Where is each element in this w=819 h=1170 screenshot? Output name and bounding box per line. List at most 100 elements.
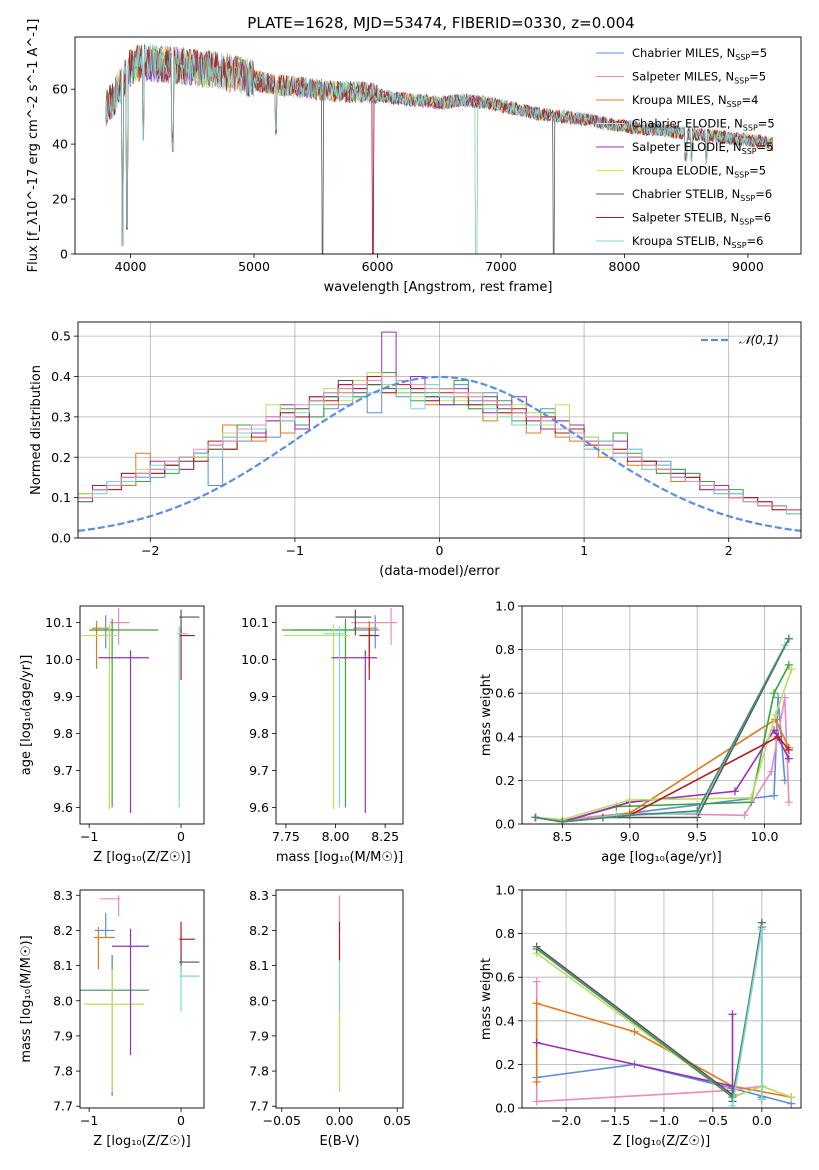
weight-line xyxy=(536,926,763,1099)
weight-point xyxy=(784,754,793,763)
legend-sub: SSP xyxy=(734,77,749,86)
histogram-step xyxy=(78,376,801,515)
histogram-step xyxy=(78,380,801,515)
y-tick-label: 0.3 xyxy=(51,409,71,424)
weight-point xyxy=(728,1093,737,1102)
legend-label: Chabrier STELIB, N xyxy=(632,187,740,201)
legend-sub: SSP xyxy=(734,171,749,180)
axes-frame xyxy=(275,605,404,825)
legend-sub: SSP xyxy=(740,194,755,203)
x-tick-label: 1 xyxy=(580,543,588,558)
x-tick-label: 8.25 xyxy=(371,829,399,844)
y-tick-label: 7.8 xyxy=(53,1064,73,1079)
legend-entry: Chabrier MILES, NSSP=5 xyxy=(632,46,767,62)
y-tick-label: 8.3 xyxy=(249,888,269,903)
weight-line xyxy=(536,952,792,1099)
weight-point xyxy=(771,711,780,719)
y-axis-label: mass weight xyxy=(479,674,494,756)
weight-point xyxy=(625,811,634,820)
x-tick-label: 10.0 xyxy=(751,829,779,844)
x-tick-label: 0 xyxy=(177,829,185,844)
y-tick-label: 8.1 xyxy=(249,958,269,973)
figure-title: PLATE=1628, MJD=53474, FIBERID=0330, z=0… xyxy=(247,14,634,32)
weight-point xyxy=(532,1038,541,1047)
y-tick-label: 9.6 xyxy=(53,800,73,815)
weight-point xyxy=(728,1010,737,1019)
y-tick-label: 0.0 xyxy=(495,1101,515,1116)
y-axis-label: Flux [f_λ10^-17 erg cm^-2 s^-1 A^-1] xyxy=(26,19,41,273)
weight-point xyxy=(767,767,776,776)
weight-point xyxy=(693,806,702,815)
y-tick-label: 9.9 xyxy=(249,689,269,704)
y-tick-label: 1.0 xyxy=(495,599,515,614)
x-tick-label: −2 xyxy=(141,543,159,558)
legend-n: =5 xyxy=(750,46,767,60)
legend-label: Kroupa STELIB, N xyxy=(632,234,732,248)
x-tick-label: 6000 xyxy=(362,259,394,274)
axes-frame xyxy=(77,321,802,539)
x-tick-label: 0 xyxy=(436,543,444,558)
legend-entry: Kroupa STELIB, NSSP=6 xyxy=(632,234,763,250)
legend-entry: Salpeter STELIB, NSSP=6 xyxy=(632,211,771,227)
axes-frame xyxy=(275,889,404,1109)
y-axis-label: age [log₁₀(age/yr)] xyxy=(19,655,34,776)
weight-point xyxy=(787,1093,796,1102)
histogram-step xyxy=(78,331,801,515)
legend-entry: Salpeter ELODIE, NSSP=5 xyxy=(632,140,774,156)
legend-entry: 𝒩(0,1) xyxy=(739,333,779,347)
x-tick-label: 0 xyxy=(177,1113,185,1128)
weight-point xyxy=(787,665,796,674)
y-tick-label: 7.7 xyxy=(249,1099,269,1114)
weight-line xyxy=(535,644,786,823)
legend-entry: Chabrier STELIB, NSSP=6 xyxy=(632,187,772,203)
y-tick-label: 9.8 xyxy=(249,726,269,741)
y-tick-label: 60 xyxy=(52,82,68,97)
weight-point xyxy=(612,811,621,820)
y-tick-label: 8.2 xyxy=(53,923,73,938)
weight-point xyxy=(625,796,634,805)
y-tick-label: 9.8 xyxy=(53,726,73,741)
legend-label: Kroupa MILES, N xyxy=(632,93,727,107)
weight-point xyxy=(784,745,793,754)
plot-area xyxy=(78,331,801,532)
x-tick-label: −0.05 xyxy=(263,1113,301,1128)
y-tick-label: 0.2 xyxy=(495,1057,515,1072)
legend-label: Salpeter ELODIE, N xyxy=(632,140,742,154)
gaussian-curve xyxy=(78,375,801,532)
x-tick-label: −1.5 xyxy=(600,1113,630,1128)
weight-point xyxy=(531,813,540,822)
x-tick-label: −1 xyxy=(80,1113,98,1128)
y-tick-label: 0.2 xyxy=(51,450,71,465)
y-axis-label: mass [log₁₀(M/M☉)] xyxy=(19,935,34,1062)
legend-label: Chabrier MILES, N xyxy=(632,46,735,60)
axes-frame xyxy=(521,889,802,1109)
axes-frame xyxy=(79,605,205,825)
x-axis-label: (data-model)/error xyxy=(379,564,500,579)
y-tick-label: 1.0 xyxy=(495,883,515,898)
y-tick-label: 0.4 xyxy=(495,1013,515,1028)
panel-residuals: −2 −1 0 1 2 0.0 0.1 0.2 0.3 0.4 0.5 (data-model)/er… xyxy=(29,321,802,579)
weight-point xyxy=(757,925,766,934)
weight-point xyxy=(774,732,783,741)
weight-point xyxy=(558,817,567,824)
y-tick-label: 0.2 xyxy=(495,773,515,788)
x-tick-label: 7.75 xyxy=(272,829,300,844)
plot-area xyxy=(531,634,796,824)
weight-line xyxy=(535,668,793,821)
panel-mass_vs_EBV: −0.05 0.00 0.05 7.7 7.8 7.9 8.0 8.1 8.2 8.3 E(B-V) xyxy=(249,888,411,1149)
y-tick-label: 0.8 xyxy=(495,642,515,657)
x-tick-label: 0.05 xyxy=(383,1113,411,1128)
x-tick-label: −1 xyxy=(286,543,304,558)
weight-point xyxy=(532,999,541,1008)
legend-n: =6 xyxy=(754,211,771,225)
y-tick-label: 0.5 xyxy=(51,329,71,344)
weight-line xyxy=(731,929,763,1106)
legend-sub: SSP xyxy=(727,100,742,109)
histogram-step xyxy=(78,376,801,515)
panel-mass_vs_Z: −1 0 7.7 7.8 7.9 8.0 8.1 8.2 8.3 Z [log₁₀(Z/Z☉)] m… xyxy=(19,888,205,1149)
histogram-step xyxy=(78,384,801,515)
x-tick-label: 9.0 xyxy=(620,829,640,844)
weight-point xyxy=(747,793,756,802)
x-axis-label: Z [log₁₀(Z/Z☉)] xyxy=(93,1134,190,1149)
